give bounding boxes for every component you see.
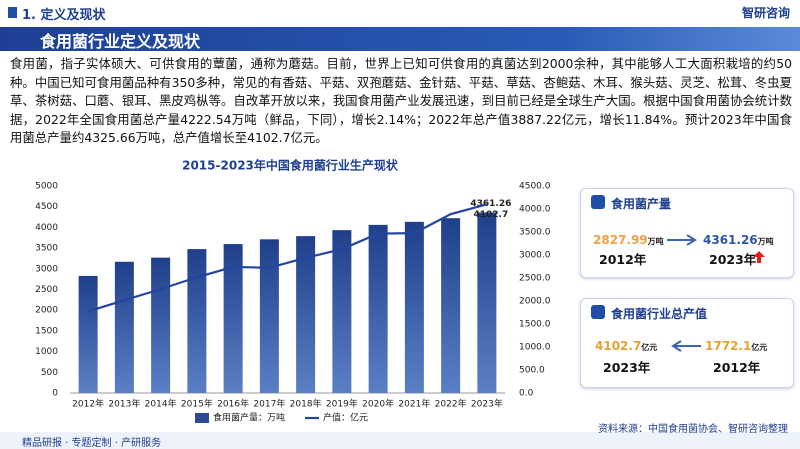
y-tick-label: 4000	[35, 223, 58, 233]
x-tick-label: 2019年	[326, 398, 358, 410]
y-tick-label: 1000	[35, 347, 58, 357]
legend-label: 食用菌产量：万吨	[213, 412, 285, 424]
y2-tick-label: 2500.0	[519, 274, 551, 284]
bar	[187, 249, 207, 393]
y2-tick-label: 3500.0	[519, 228, 551, 238]
y-tick-label: 2000	[35, 306, 58, 316]
value: 2827.99	[593, 233, 648, 247]
x-tick-label: 2016年	[217, 398, 249, 410]
bar	[368, 224, 388, 393]
logo: 智研咨询	[741, 6, 790, 20]
up-arrow	[753, 251, 765, 263]
value-label: 4361.26	[470, 199, 511, 209]
card: 食用菌行业总产值 4102.7亿元 2023年 1772.1亿元 2012年	[580, 298, 794, 388]
value: 1772.1	[705, 339, 752, 353]
bar	[332, 230, 352, 393]
y2-tick-label: 3000.0	[519, 251, 551, 261]
x-tick-label: 2023年	[471, 398, 503, 410]
section-label: 1. 定义及现状	[22, 8, 106, 23]
legend-swatch	[195, 413, 209, 423]
y2-tick-label: 500.0	[519, 366, 545, 376]
source: 资料来源：中国食用菌协会、智研咨询整理	[598, 424, 788, 435]
footer-text: 精品研报 · 专题定制 · 产研服务	[22, 438, 162, 449]
bar	[223, 244, 243, 393]
bar	[259, 239, 279, 393]
intro-paragraph: 食用菌，指子实体硕大、可供食用的蕈菌，通称为蘑菇。目前，世界上已知可供食用的真菌…	[10, 56, 792, 146]
card-value: 2827.99万吨	[593, 233, 664, 247]
arrow	[667, 234, 697, 246]
y-tick-label: 3500	[35, 244, 58, 254]
y-tick-label: 3000	[35, 264, 58, 274]
card-icon	[591, 195, 605, 209]
bar	[114, 261, 134, 393]
value: 4102.7	[595, 339, 642, 353]
page-title: 食用菌行业定义及现状	[40, 32, 201, 51]
x-tick-label: 2013年	[108, 398, 140, 410]
y2-tick-label: 4000.0	[519, 205, 551, 215]
x-tick-label: 2012年	[72, 398, 104, 410]
card-title: 食用菌产量	[611, 197, 672, 211]
bar	[477, 212, 497, 393]
y-tick-label: 5000	[35, 182, 58, 192]
value: 4361.26	[703, 233, 758, 247]
bar	[441, 218, 461, 393]
card-year: 2023年	[709, 252, 757, 267]
title-banner	[0, 27, 800, 51]
y-tick-label: 4500	[35, 202, 58, 212]
arrow	[671, 340, 701, 352]
card-value: 4102.7亿元	[595, 339, 657, 353]
y2-tick-label: 1000.0	[519, 343, 551, 353]
card-year: 2023年	[603, 360, 651, 375]
line	[87, 203, 488, 313]
footer-bar	[0, 432, 800, 449]
value-label: 4102.7	[474, 210, 509, 220]
bar	[296, 236, 316, 393]
chart-title: 2015-2023年中国食用菌行业生产现状	[182, 158, 399, 173]
card-year: 2012年	[599, 252, 647, 267]
x-tick-label: 2014年	[145, 398, 177, 410]
y2-tick-label: 0.0	[519, 389, 534, 399]
card-year: 2012年	[713, 360, 761, 375]
chart: 2015-2023年中国食用菌行业生产现状 0 500 1000 1500 2000 25…	[35, 158, 551, 424]
x-tick-label: 2021年	[398, 398, 430, 410]
bar	[404, 221, 424, 393]
bar	[151, 257, 171, 393]
x-tick-label: 2018年	[290, 398, 322, 410]
unit: 万吨	[647, 237, 664, 246]
card-value: 4361.26万吨	[703, 233, 774, 247]
card-icon	[591, 305, 605, 319]
x-tick-label: 2017年	[253, 398, 285, 410]
y2-tick-label: 4500.0	[519, 182, 551, 192]
unit: 亿元	[751, 343, 768, 352]
y-tick-label: 500	[41, 368, 58, 378]
card-value: 1772.1亿元	[705, 339, 767, 353]
y2-tick-label: 1500.0	[519, 320, 551, 330]
card-title: 食用菌行业总产值	[611, 307, 708, 321]
legend-label: 产值：亿元	[323, 412, 368, 424]
bar	[78, 275, 98, 393]
y2-tick-label: 2000.0	[519, 297, 551, 307]
y-tick-label: 2500	[35, 285, 58, 295]
unit: 万吨	[757, 237, 774, 246]
unit: 亿元	[641, 343, 658, 352]
y-tick-label: 0	[52, 389, 58, 399]
y-tick-label: 1500	[35, 326, 58, 336]
x-tick-label: 2015年	[181, 398, 213, 410]
section-icon	[8, 7, 17, 18]
x-tick-label: 2022年	[435, 398, 467, 410]
card: 食用菌产量 2827.99万吨 2012年 4361.26万吨 2023年	[580, 188, 794, 278]
x-tick-label: 2020年	[362, 398, 394, 410]
